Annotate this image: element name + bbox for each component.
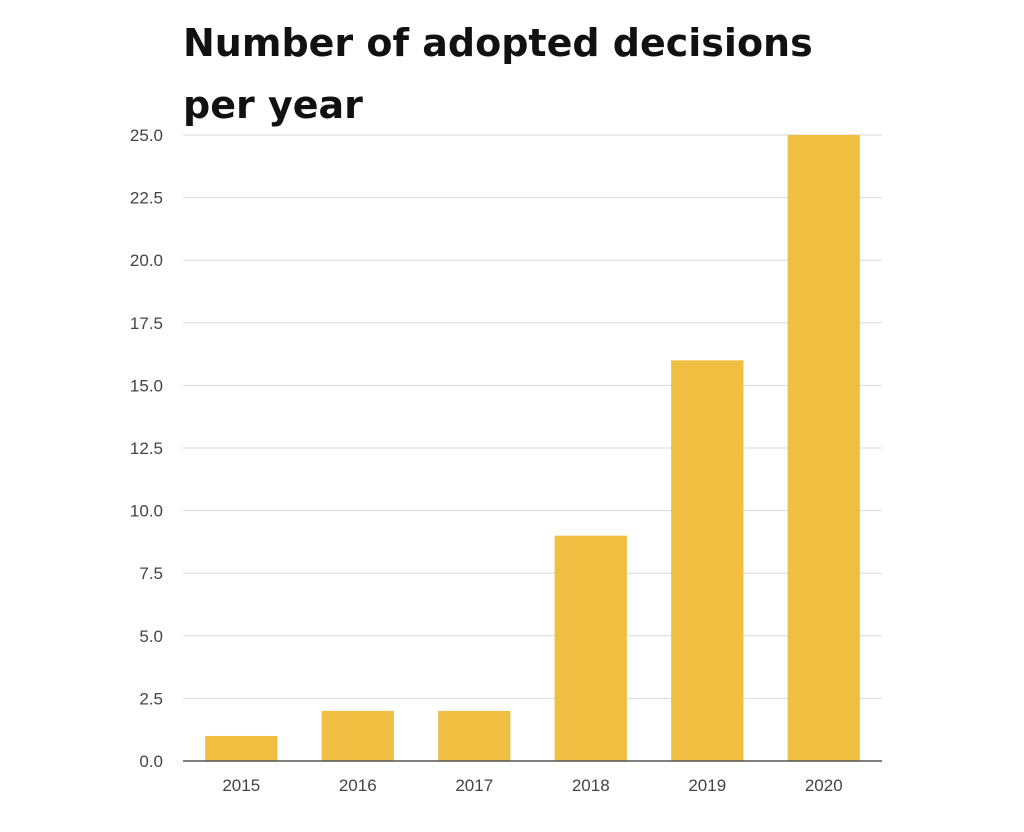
y-tick-label: 22.5	[130, 189, 163, 208]
x-tick-label: 2019	[688, 776, 726, 795]
y-tick-label: 0.0	[139, 752, 163, 771]
bar-2017	[438, 710, 511, 761]
bar-2015	[205, 735, 278, 761]
y-tick-label: 2.5	[139, 689, 163, 708]
x-tick-label: 2016	[339, 776, 377, 795]
bar-2020	[787, 135, 860, 761]
bar-2019	[671, 360, 744, 761]
grid-lines	[183, 134, 882, 699]
y-tick-label: 25.0	[130, 126, 163, 145]
y-tick-label: 10.0	[130, 502, 163, 521]
bar-2018	[554, 535, 627, 761]
chart-title: Number of adopted decisions per year	[183, 21, 813, 127]
y-tick-label: 5.0	[139, 627, 163, 646]
y-tick-label: 17.5	[130, 314, 163, 333]
y-tick-label: 20.0	[130, 251, 163, 270]
x-axis-ticks: 2015 2016 2017 2018 2019 2020	[222, 776, 842, 795]
y-tick-label: 15.0	[130, 376, 163, 395]
x-tick-label: 2015	[222, 776, 260, 795]
x-tick-label: 2020	[805, 776, 843, 795]
y-tick-label: 7.5	[139, 564, 163, 583]
bars	[205, 135, 860, 761]
y-axis-ticks: 0.0 2.5 5.0 7.5 10.0 12.5 15.0 17.5 20.0 22.5 25.0	[130, 126, 163, 771]
x-tick-label: 2018	[572, 776, 610, 795]
y-tick-label: 12.5	[130, 439, 163, 458]
x-tick-label: 2017	[455, 776, 493, 795]
bar-2016	[321, 710, 394, 761]
